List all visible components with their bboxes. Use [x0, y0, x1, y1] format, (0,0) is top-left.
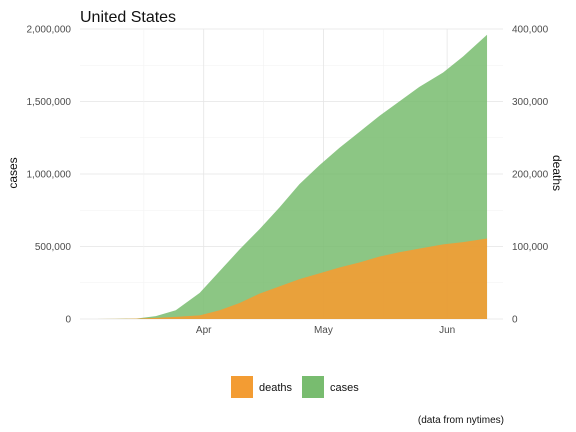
chart-title: United States — [80, 9, 176, 26]
area-series — [80, 34, 488, 320]
y-right-tick-label: 300,000 — [512, 97, 549, 108]
y-left-tick-label: 500,000 — [35, 242, 72, 253]
y-right-tick-label: 400,000 — [512, 25, 549, 36]
x-tick-label: Apr — [196, 325, 212, 336]
y-axis-right-label: deaths — [550, 155, 564, 191]
legend-swatch-cases — [302, 376, 324, 398]
y-right-tick-label: 200,000 — [512, 170, 549, 181]
y-left-tick-label: 0 — [65, 315, 71, 326]
legend-swatch-deaths — [231, 376, 253, 398]
legend: deaths cases — [231, 376, 359, 398]
y-left-tick-label: 2,000,000 — [27, 25, 72, 36]
y-axis-left-label: cases — [6, 157, 20, 188]
x-tick-label: Jun — [439, 325, 455, 336]
legend-label-cases: cases — [330, 382, 359, 394]
y-left-tick-label: 1,500,000 — [27, 97, 72, 108]
axis-ticks: 0 500,000 1,000,000 1,500,000 2,000,000 0 100,… — [27, 25, 549, 337]
area-cases — [80, 34, 488, 320]
area-deaths — [80, 238, 488, 319]
y-right-tick-label: 0 — [512, 315, 518, 326]
y-left-tick-label: 1,000,000 — [27, 170, 72, 181]
legend-label-deaths: deaths — [259, 382, 293, 394]
caption: (data from nytimes) — [418, 415, 504, 426]
y-right-tick-label: 100,000 — [512, 242, 549, 253]
x-tick-label: May — [314, 325, 333, 336]
